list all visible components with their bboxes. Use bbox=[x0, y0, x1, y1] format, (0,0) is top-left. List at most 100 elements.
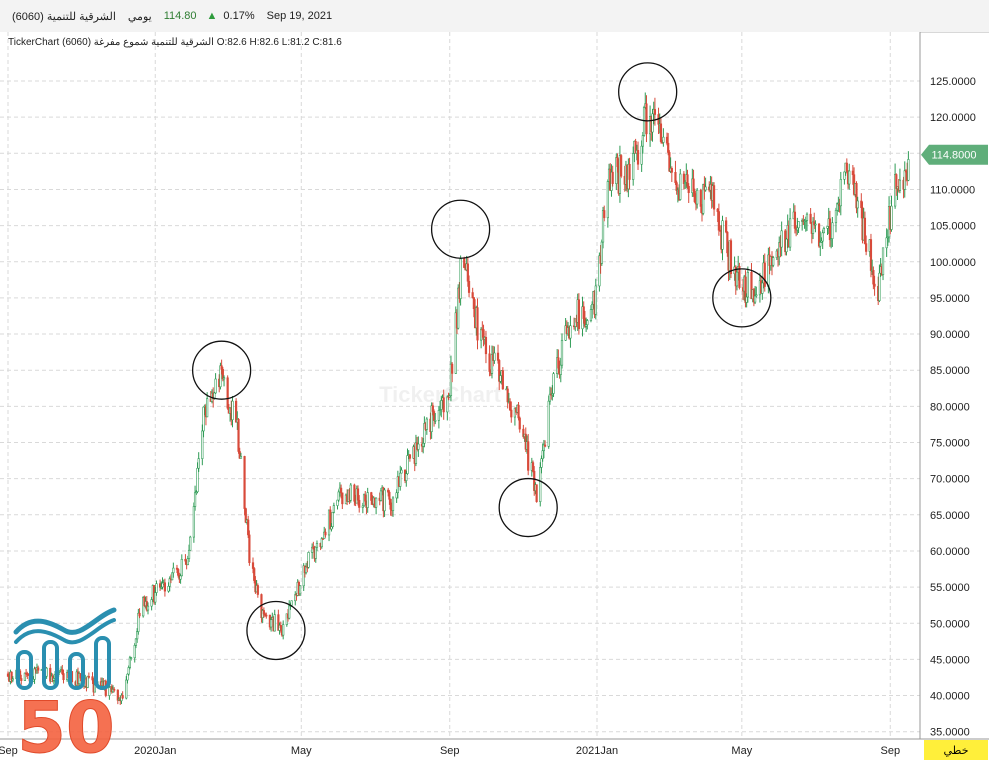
candle-body bbox=[591, 303, 594, 310]
candle-body bbox=[476, 307, 479, 341]
candle-body bbox=[831, 222, 834, 239]
candle-body bbox=[399, 472, 402, 487]
y-tick-label: 55.0000 bbox=[930, 582, 970, 594]
candle-body bbox=[193, 492, 197, 507]
plot-area[interactable] bbox=[0, 32, 920, 739]
candle-body bbox=[133, 645, 136, 659]
symbol-label[interactable]: (6060) الشرقية للتنمية bbox=[12, 10, 116, 23]
candle-body bbox=[417, 443, 420, 450]
candle-body bbox=[890, 205, 893, 230]
candle-body bbox=[651, 113, 654, 133]
candle-body bbox=[37, 667, 40, 671]
candle-body bbox=[809, 213, 812, 224]
candle-body bbox=[696, 189, 699, 205]
candle-body bbox=[314, 546, 317, 559]
candle-body bbox=[332, 505, 335, 513]
candle-body bbox=[337, 491, 340, 501]
candle-body bbox=[569, 325, 572, 339]
candle-body bbox=[788, 218, 792, 248]
candle-body bbox=[189, 536, 192, 551]
annotation-circle bbox=[712, 268, 772, 328]
x-tick-label: Sep bbox=[440, 745, 460, 757]
candle-body bbox=[535, 484, 538, 502]
candle-body bbox=[753, 295, 757, 303]
candle-body bbox=[662, 136, 665, 143]
x-tick-label: May bbox=[731, 745, 752, 757]
period-label[interactable]: يومي bbox=[127, 10, 152, 23]
candle-body bbox=[552, 373, 555, 394]
candle-body bbox=[290, 600, 293, 606]
date-label: Sep 19, 2021 bbox=[266, 10, 333, 22]
candle-body bbox=[226, 377, 229, 409]
candle-body bbox=[364, 494, 367, 502]
scale-button-bg[interactable] bbox=[924, 740, 988, 760]
candle-body bbox=[58, 670, 61, 673]
candle-body bbox=[780, 230, 783, 248]
candle-body bbox=[130, 657, 133, 660]
candle-body bbox=[560, 339, 564, 366]
candle-body bbox=[542, 444, 545, 452]
candle-body bbox=[533, 470, 536, 491]
candle-body bbox=[834, 209, 838, 224]
candle-body bbox=[480, 328, 483, 341]
candle-body bbox=[113, 689, 116, 691]
candle-body bbox=[425, 418, 428, 430]
candle-body bbox=[881, 247, 885, 275]
candle-body bbox=[282, 624, 285, 636]
candle-body bbox=[675, 182, 678, 191]
candle-body bbox=[527, 441, 530, 471]
candle-body bbox=[712, 185, 716, 210]
candle-body bbox=[601, 210, 605, 243]
candle-body bbox=[150, 599, 153, 607]
candle-body bbox=[366, 492, 369, 508]
candle-body bbox=[265, 614, 268, 617]
candle-body bbox=[387, 489, 390, 493]
candle-body bbox=[408, 454, 412, 459]
candle-body bbox=[315, 542, 319, 548]
candle-body bbox=[128, 657, 132, 668]
candle-body bbox=[466, 263, 469, 282]
candle-body bbox=[670, 168, 673, 173]
y-tick-label: 110.0000 bbox=[930, 184, 975, 196]
candle-body bbox=[400, 469, 403, 474]
candle-body bbox=[501, 370, 504, 390]
candle-body bbox=[177, 569, 180, 576]
candle-body bbox=[405, 473, 408, 481]
x-tick-label: Sep bbox=[880, 745, 900, 757]
candle-body bbox=[785, 238, 788, 253]
candle-body bbox=[231, 400, 234, 421]
candle-body bbox=[641, 135, 644, 147]
candle-body bbox=[146, 605, 150, 611]
candle-body bbox=[307, 552, 310, 568]
candle-body bbox=[237, 419, 240, 452]
candle-body bbox=[543, 444, 547, 447]
candle-body bbox=[828, 218, 832, 241]
candle-body bbox=[843, 171, 846, 180]
candle-body bbox=[746, 271, 749, 298]
candle-body bbox=[391, 497, 395, 511]
candle-body bbox=[375, 497, 378, 508]
candle-body bbox=[640, 145, 643, 165]
candle-body bbox=[321, 538, 325, 540]
candle-body bbox=[161, 582, 164, 588]
candle-body bbox=[761, 282, 764, 294]
candle-body bbox=[903, 170, 906, 190]
y-tick-label: 120.0000 bbox=[930, 112, 976, 124]
candle-body bbox=[582, 306, 585, 319]
candle-body bbox=[463, 258, 466, 268]
candle-body bbox=[540, 458, 543, 468]
candle-body bbox=[379, 490, 383, 501]
candle-body bbox=[735, 271, 739, 287]
candle-body bbox=[679, 173, 682, 200]
candle-body bbox=[869, 239, 873, 271]
toolbar: (6060) الشرقية للتنمية يومي 114.80 ▲ 0.1… bbox=[0, 0, 989, 33]
candle-body bbox=[186, 558, 189, 566]
candle-body bbox=[340, 487, 343, 494]
candle-body bbox=[848, 170, 851, 185]
scale-button[interactable]: خطي bbox=[944, 744, 969, 757]
candle-body bbox=[628, 163, 631, 180]
price-chart[interactable]: TickerChart 125.0000120.0000115.0000110.… bbox=[0, 32, 989, 762]
bar-chart-wave-logo: 50 bbox=[13, 607, 117, 755]
y-tick-label: 70.0000 bbox=[930, 474, 970, 486]
candle-body bbox=[108, 687, 111, 696]
